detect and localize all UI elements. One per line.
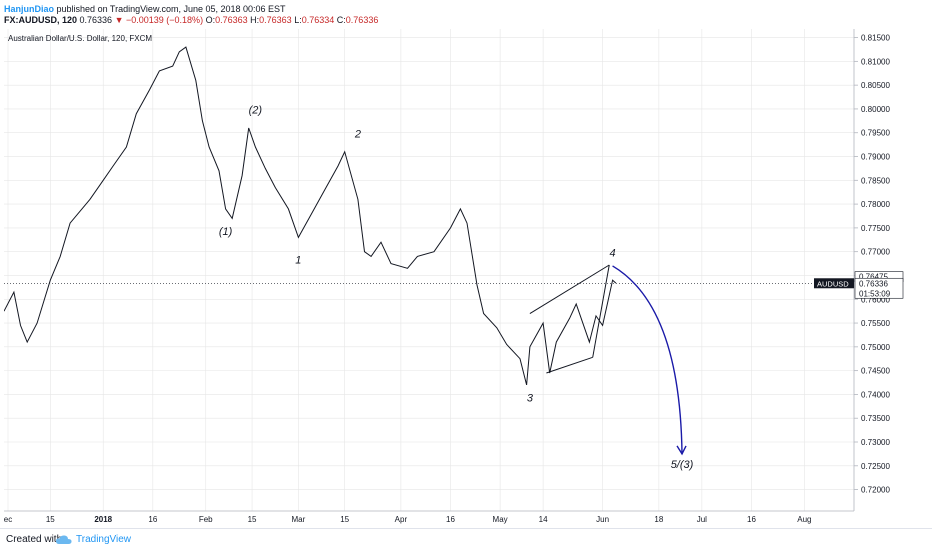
wave-label: 5/(3) xyxy=(671,459,694,471)
x-tick-label: Aug xyxy=(797,515,811,524)
low-label: L: xyxy=(294,15,302,25)
wave-label: 1 xyxy=(295,255,301,267)
open-label: O: xyxy=(205,15,216,25)
countdown-label: 01:53:09 xyxy=(859,289,891,298)
symbol-interval[interactable]: FX:AUDUSD, 120 xyxy=(4,15,78,25)
x-tick-label: Jul xyxy=(697,515,707,524)
last-price-label: 0.76336 xyxy=(859,279,888,288)
x-tick-label: 18 xyxy=(654,515,663,524)
last-price-box xyxy=(854,277,904,299)
y-tick-label: 0.77500 xyxy=(861,224,890,233)
wedge-line xyxy=(529,264,610,314)
y-tick-label: 0.73000 xyxy=(861,438,890,447)
forecast-arrow-head xyxy=(676,445,687,456)
created-with-text: Created with xyxy=(6,534,63,545)
quote-line: FX:AUDUSD, 120 0.76336 ▼ −0.00139 (−0.18… xyxy=(4,14,378,26)
y-tick-label: 0.73500 xyxy=(861,414,890,423)
high-label: H: xyxy=(250,15,260,25)
symbol-badge-label: AUDUSD xyxy=(817,279,849,288)
x-tick-label: 16 xyxy=(148,515,157,524)
tradingview-brand[interactable]: TradingView xyxy=(76,534,132,545)
y-tick-label: 0.76000 xyxy=(861,295,890,304)
y-tick-label: 0.77000 xyxy=(861,248,890,257)
x-tick-label: Mar xyxy=(291,515,305,524)
symbol-badge xyxy=(814,278,854,289)
x-tick-label: 2018 xyxy=(94,515,112,524)
x-tick-label: 16 xyxy=(446,515,455,524)
y-tick-label: 0.80000 xyxy=(861,105,890,114)
x-tick-label: Apr xyxy=(395,515,408,524)
wave-label: (1) xyxy=(219,226,233,238)
footer: Created with TradingView xyxy=(0,528,932,551)
y-tick-label: 0.79500 xyxy=(861,129,890,138)
y-tick-label: 0.81000 xyxy=(861,57,890,66)
price-change: ▼ −0.00139 (−0.18%) xyxy=(114,15,204,25)
y-tick-label: 0.81500 xyxy=(861,34,890,43)
x-tick-label: ec xyxy=(4,515,12,524)
publish-header: HanjunDiao published on TradingView.com,… xyxy=(4,3,286,15)
author-name[interactable]: HanjunDiao xyxy=(4,4,55,14)
y-tick-label: 0.75500 xyxy=(861,319,890,328)
x-tick-label: 15 xyxy=(46,515,55,524)
x-tick-label: 14 xyxy=(539,515,548,524)
x-tick-label: Feb xyxy=(199,515,213,524)
wave-label: 4 xyxy=(609,247,615,259)
publish-info: published on TradingView.com, June 05, 2… xyxy=(56,4,286,14)
y-tick-label: 0.75000 xyxy=(861,343,890,352)
x-tick-label: 15 xyxy=(340,515,349,524)
price-chart[interactable]: Australian Dollar/U.S. Dollar, 120, FXCM… xyxy=(3,29,930,525)
chart-frame[interactable]: Australian Dollar/U.S. Dollar, 120, FXCM… xyxy=(3,29,930,525)
chart-title: Australian Dollar/U.S. Dollar, 120, FXCM xyxy=(8,34,152,43)
price-series-line xyxy=(3,46,617,386)
wave-label: 2 xyxy=(354,128,361,140)
wedge-line xyxy=(592,264,610,358)
open-value: 0.76363 xyxy=(215,15,248,25)
last-price: 0.76336 xyxy=(79,15,113,25)
forecast-arrow xyxy=(612,265,683,454)
wave-label: (2) xyxy=(249,105,263,117)
wave-labels: (1) (2) 1 2 3 4 5/(3) xyxy=(219,105,694,471)
close-label: C: xyxy=(336,15,346,25)
x-tick-label: May xyxy=(493,515,508,524)
wave-label: 3 xyxy=(527,393,534,405)
y-tick-label: 0.80500 xyxy=(861,81,890,90)
y-axis[interactable]: 0.81500 0.81000 0.80500 0.80000 0.79500 0.790… xyxy=(853,29,890,511)
y-tick-label: 0.79000 xyxy=(861,153,890,162)
low-value: 0.76334 xyxy=(301,15,335,25)
high-value: 0.76363 xyxy=(259,15,292,25)
y-tick-label: 0.78000 xyxy=(861,200,890,209)
tradingview-cloud-icon[interactable] xyxy=(56,535,72,545)
y-tick-label: 0.72500 xyxy=(861,462,890,471)
wedge-pattern xyxy=(529,264,610,374)
y-tick-label: 0.74000 xyxy=(861,390,890,399)
wedge-line xyxy=(546,356,593,374)
x-axis[interactable]: ec 15 2018 16 Feb 15 Mar 15 Apr 16 May 14 Jun 18 Jul 16… xyxy=(4,510,854,524)
x-tick-label: 16 xyxy=(747,515,756,524)
x-tick-label: 15 xyxy=(248,515,257,524)
y-tick-label: 0.78500 xyxy=(861,176,890,185)
y-tick-label: 0.72000 xyxy=(861,486,890,495)
close-value: 0.76336 xyxy=(345,15,379,25)
high-price-label: 0.76475 xyxy=(859,273,888,282)
y-tick-label: 0.74500 xyxy=(861,367,890,376)
x-tick-label: Jun xyxy=(596,515,609,524)
grid xyxy=(4,29,854,511)
